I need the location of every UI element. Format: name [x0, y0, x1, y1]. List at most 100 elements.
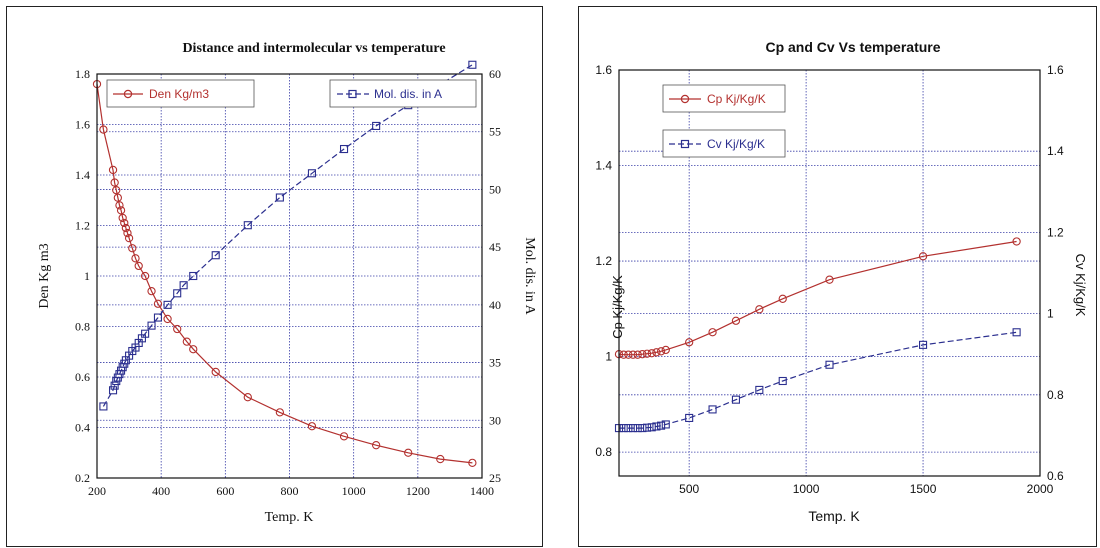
data-point-circle — [652, 348, 661, 357]
y-tick-label-left: 0.8 — [595, 445, 612, 459]
y-axis-label-right: Mol. dis. in A — [522, 237, 537, 315]
legend-label: Mol. dis. in A — [374, 87, 442, 101]
data-point-square — [657, 421, 666, 430]
y-tick-label-right: 1.2 — [1047, 225, 1064, 239]
data-point-square — [919, 340, 928, 349]
data-point-square — [339, 144, 349, 154]
data-point-circle — [647, 349, 656, 358]
x-tick-label: 1500 — [910, 482, 937, 496]
tick-labels: 200 400 600 800 1000 1200 1400 0.2 0.4 0.6 0.8 1 1.2… — [75, 67, 501, 498]
tick-labels: 500 1000 1500 2000 0.8 1 1.2 1.4 1.6 0.6 0.8 1 1.2 1.… — [595, 63, 1064, 496]
data-point-square — [372, 121, 381, 130]
data-point-circle — [153, 299, 163, 308]
data-point-square — [638, 424, 647, 433]
data-point-circle — [755, 305, 764, 314]
y-tick-label-left: 0.4 — [75, 421, 90, 435]
x-tick-label: 1000 — [793, 482, 820, 496]
data-point-circle — [468, 458, 477, 467]
y-tick-label-left: 1.6 — [595, 63, 612, 77]
data-point-square — [211, 251, 220, 260]
data-point-square — [173, 289, 182, 298]
y-tick-label-left: 0.2 — [75, 471, 90, 485]
x-tick-label: 200 — [88, 484, 106, 498]
y-tick-label-left: 0.8 — [75, 320, 90, 334]
y-tick-label-right: 1.6 — [1047, 63, 1064, 77]
chart-cp-cv: Cp and Cv Vs temperature 500 1000 1500 2000… — [595, 39, 1088, 524]
y-tick-label-right: 1.4 — [1047, 144, 1064, 158]
data-point-circle — [638, 350, 647, 359]
data-point-circle — [121, 223, 131, 233]
data-point-square — [153, 313, 163, 322]
data-point-square — [163, 300, 172, 309]
legend-cp: Cp Kj/Kg/K — [662, 84, 786, 113]
y-tick-label-left: 1.2 — [595, 254, 612, 268]
data-point-circle — [404, 448, 413, 457]
data-point-circle — [131, 254, 140, 263]
data-point-square — [778, 376, 787, 386]
x-tick-label: 1400 — [470, 484, 494, 498]
series-group — [614, 237, 1021, 433]
legend-square-marker — [680, 139, 690, 149]
data-point-circle — [685, 338, 694, 347]
chart-panel-cp-cv: Cp and Cv Vs temperature 500 1000 1500 2000… — [578, 6, 1097, 547]
data-point-square — [708, 405, 717, 414]
data-point-square — [624, 424, 633, 433]
y-tick-label-right: 45 — [489, 240, 501, 254]
y-tick-label-right: 40 — [489, 298, 501, 312]
x-tick-label: 800 — [281, 484, 299, 498]
data-point-circle — [708, 328, 717, 337]
data-point-square — [825, 360, 834, 369]
data-point-circle — [116, 206, 126, 215]
data-point-square — [647, 423, 656, 432]
y-tick-label-left: 1.8 — [75, 67, 90, 81]
y-tick-label-right: 25 — [489, 471, 501, 485]
legend-circle-marker — [123, 89, 133, 99]
data-point-circle — [173, 324, 182, 334]
data-point-square — [755, 385, 764, 394]
legend-molecular-distance: Mol. dis. in A — [329, 79, 477, 108]
data-point-circle — [275, 408, 285, 417]
data-point-circle — [661, 345, 670, 355]
data-point-circle — [731, 316, 741, 325]
series-line-primary — [96, 84, 473, 464]
chart-title: Cp and Cv Vs temperature — [765, 39, 940, 55]
y-tick-label-left: 1.4 — [75, 168, 90, 182]
data-point-square — [661, 420, 670, 429]
data-point-square — [141, 329, 150, 338]
data-point-circle — [189, 345, 198, 354]
data-point-square — [179, 281, 188, 290]
data-point-circle — [140, 271, 150, 281]
grid-lines — [97, 74, 482, 478]
data-point-circle — [113, 193, 123, 202]
data-point-square — [275, 193, 284, 202]
x-axis-label: Temp. K — [808, 508, 860, 524]
y-tick-label-right: 55 — [489, 125, 501, 139]
data-point-circle — [778, 294, 787, 303]
data-point-square — [189, 271, 198, 281]
data-point-square — [99, 402, 108, 411]
y-tick-label-right: 50 — [489, 182, 501, 196]
y-axis-label-left: Den Kg m3 — [37, 243, 52, 308]
data-point-square — [110, 381, 119, 390]
chart-density-distance: Distance and intermolecular vs temperatu… — [37, 41, 537, 525]
data-point-square — [108, 386, 118, 395]
legend-label: Den Kg/m3 — [149, 87, 209, 101]
data-point-circle — [624, 350, 633, 359]
data-point-circle — [243, 393, 252, 402]
x-tick-label: 1200 — [406, 484, 430, 498]
data-point-circle — [134, 261, 143, 271]
data-point-circle — [339, 432, 349, 441]
data-point-circle — [128, 244, 137, 253]
plot-frame — [96, 73, 483, 479]
data-point-square — [307, 169, 317, 178]
y-tick-label-left: 1 — [605, 350, 612, 364]
data-point-circle — [211, 367, 220, 377]
plot-frame — [618, 69, 1041, 477]
data-point-circle — [619, 350, 628, 359]
chart-title: Distance and intermolecular vs temperatu… — [182, 41, 445, 56]
data-point-square — [147, 321, 156, 330]
data-point-square — [1012, 328, 1021, 337]
data-point-square — [731, 395, 740, 404]
data-point-circle — [371, 441, 381, 450]
data-point-circle — [110, 178, 119, 187]
